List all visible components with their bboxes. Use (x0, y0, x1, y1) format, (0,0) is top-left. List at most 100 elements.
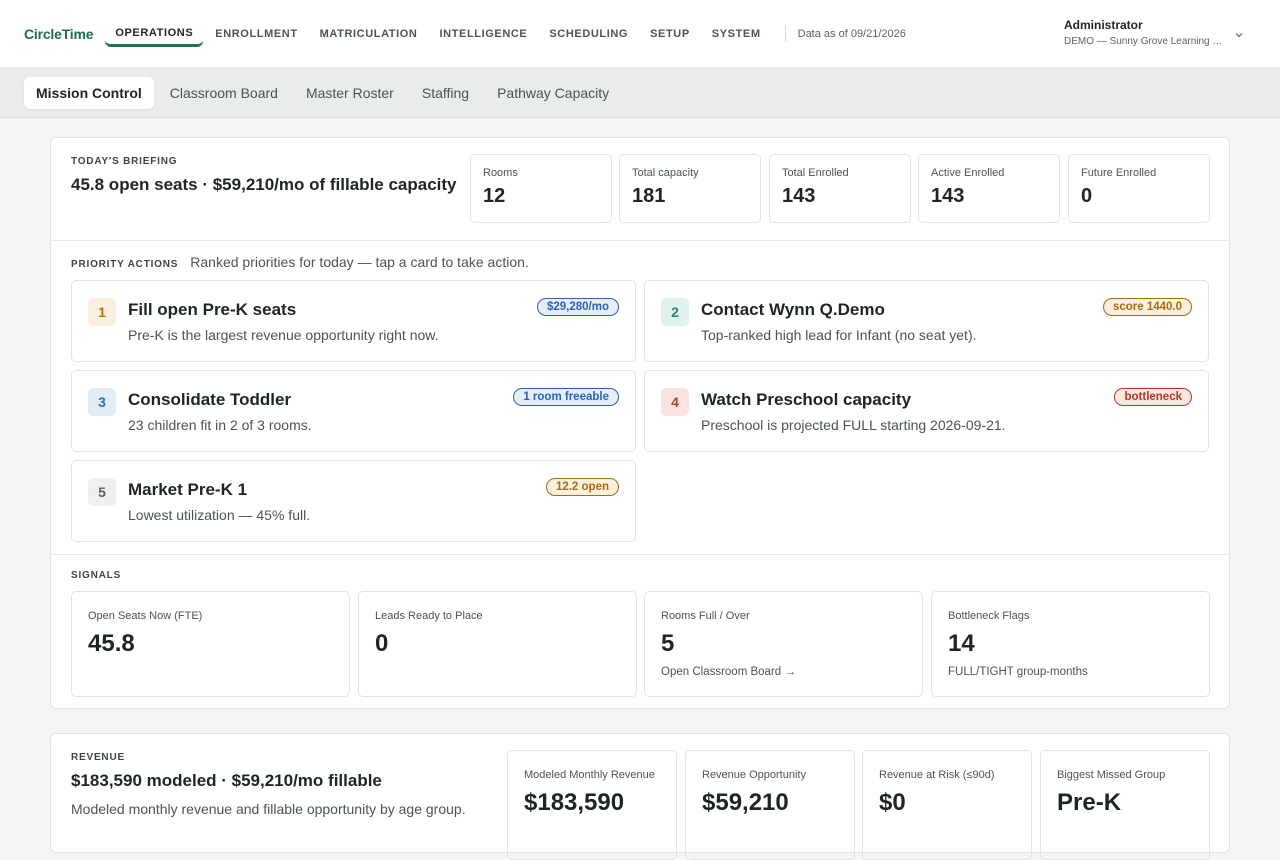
priority-card-5[interactable]: 5 Market Pre-K 1 Lowest utilization — 45… (71, 460, 636, 542)
sub-tabs: Mission Control Classroom Board Master R… (0, 68, 1280, 118)
revenue-opportunity: Revenue Opportunity $59,210 (685, 750, 855, 860)
priority-subtitle: 23 children fit in 2 of 3 rooms. (128, 417, 312, 433)
nav-system[interactable]: SYSTEM (711, 27, 761, 40)
priority-actions-header: PRIORITY ACTIONS Ranked priorities for t… (71, 254, 529, 270)
revenue-stat-label: Biggest Missed Group (1057, 769, 1166, 781)
signal-value: 14 (948, 630, 975, 657)
section-divider (51, 240, 1229, 241)
signal-foot: FULL/TIGHT group-months (948, 666, 1088, 678)
todays-briefing: TODAY'S BRIEFING 45.8 open seats · $59,2… (71, 156, 457, 195)
stat-label: Active Enrolled (931, 167, 1005, 179)
signal-bottleneck-flags[interactable]: Bottleneck Flags 14 FULL/TIGHT group-mon… (931, 591, 1210, 697)
revenue-modeled-monthly: Modeled Monthly Revenue $183,590 (507, 750, 677, 860)
stat-active-enrolled: Active Enrolled 143 (918, 154, 1060, 223)
revenue-at-risk: Revenue at Risk (≤90d) $0 (862, 750, 1032, 860)
tab-classroom-board[interactable]: Classroom Board (169, 84, 278, 101)
priority-eyebrow: PRIORITY ACTIONS (71, 259, 179, 270)
stat-total-enrolled: Total Enrolled 143 (769, 154, 911, 223)
signal-leads-ready[interactable]: Leads Ready to Place 0 (358, 591, 637, 697)
priority-card-3[interactable]: 3 Consolidate Toddler 23 children fit in… (71, 370, 636, 452)
priority-number: 1 (88, 298, 116, 326)
priority-title: Fill open Pre-K seats (128, 300, 297, 319)
user-name: Administrator (1064, 18, 1143, 32)
nav-divider (784, 25, 786, 42)
tab-master-roster[interactable]: Master Roster (305, 84, 394, 101)
nav-intelligence[interactable]: INTELLIGENCE (439, 27, 528, 40)
stat-value: 143 (931, 185, 965, 207)
briefing-headline: 45.8 open seats · $59,210/mo of fillable… (71, 175, 457, 194)
priority-subtitle: Top-ranked high lead for Infant (no seat… (701, 327, 977, 343)
section-divider (51, 554, 1229, 555)
user-menu[interactable]: Administrator DEMO — Sunny Grove Learnin… (1064, 18, 1244, 47)
mission-control-panel: TODAY'S BRIEFING 45.8 open seats · $59,2… (50, 137, 1230, 709)
stat-label: Total Enrolled (782, 167, 849, 179)
revenue-summary: REVENUE $183,590 modeled · $59,210/mo fi… (71, 752, 466, 817)
priority-card-4[interactable]: 4 Watch Preschool capacity Preschool is … (644, 370, 1209, 452)
tab-pathway-capacity[interactable]: Pathway Capacity (497, 84, 610, 101)
priority-number: 4 (661, 388, 689, 416)
signal-value: 5 (661, 630, 675, 657)
priority-title: Contact Wynn Q.Demo (701, 300, 885, 319)
signal-label: Bottleneck Flags (948, 610, 1030, 622)
stat-value: 0 (1081, 185, 1093, 207)
priority-title: Consolidate Toddler (128, 390, 292, 409)
revenue-desc: Modeled monthly revenue and fillable opp… (71, 801, 466, 817)
signal-open-seats[interactable]: Open Seats Now (FTE) 45.8 (71, 591, 350, 697)
priority-badge: bottleneck (1114, 388, 1192, 406)
priority-subtitle: Preschool is projected FULL starting 202… (701, 417, 1006, 433)
stat-value: 12 (483, 185, 506, 207)
priority-badge: $29,280/mo (536, 298, 619, 316)
stat-total-capacity: Total capacity 181 (619, 154, 761, 223)
open-classroom-board-link[interactable]: Open Classroom Board → (661, 666, 796, 678)
signal-label: Open Seats Now (FTE) (88, 610, 203, 622)
revenue-eyebrow: REVENUE (71, 752, 125, 763)
nav-setup[interactable]: SETUP (650, 27, 690, 40)
revenue-stat-value: $183,590 (524, 789, 625, 816)
signal-value: 45.8 (88, 630, 135, 657)
data-as-of: Data as of 09/21/2026 (797, 27, 906, 40)
revenue-stat-label: Revenue at Risk (≤90d) (879, 769, 995, 781)
stat-rooms: Rooms 12 (470, 154, 612, 223)
chevron-down-icon[interactable] (1234, 30, 1244, 43)
priority-badge: score 1440.0 (1102, 298, 1192, 316)
revenue-stat-value: $0 (879, 789, 906, 816)
revenue-stat-label: Revenue Opportunity (702, 769, 806, 781)
revenue-stat-value: Pre-K (1057, 789, 1122, 816)
user-org: DEMO — Sunny Grove Learning Ce... (1064, 36, 1228, 47)
top-nav: CircleTime OPERATIONS ENROLLMENT MATRICU… (0, 0, 1280, 68)
priority-title: Market Pre-K 1 (128, 480, 248, 499)
revenue-stat-label: Modeled Monthly Revenue (524, 769, 655, 781)
priority-number: 5 (88, 478, 116, 506)
stat-value: 181 (632, 185, 666, 207)
revenue-headline: $183,590 modeled · $59,210/mo fillable (71, 771, 382, 790)
tab-mission-control[interactable]: Mission Control (24, 76, 154, 109)
tab-staffing[interactable]: Staffing (421, 84, 470, 101)
priority-card-1[interactable]: 1 Fill open Pre-K seats Pre-K is the lar… (71, 280, 636, 362)
nav-matriculation[interactable]: MATRICULATION (319, 27, 418, 40)
revenue-biggest-missed-group: Biggest Missed Group Pre-K (1040, 750, 1210, 860)
revenue-panel: REVENUE $183,590 modeled · $59,210/mo fi… (50, 733, 1230, 860)
priority-desc: Ranked priorities for today — tap a card… (190, 254, 529, 270)
priority-badge: 12.2 open (545, 478, 619, 496)
stat-label: Future Enrolled (1081, 167, 1157, 179)
priority-title: Watch Preschool capacity (701, 390, 912, 409)
nav-scheduling[interactable]: SCHEDULING (549, 27, 629, 40)
nav-enrollment[interactable]: ENROLLMENT (215, 27, 298, 40)
stat-future-enrolled: Future Enrolled 0 (1068, 154, 1210, 223)
priority-badge: 1 room freeable (513, 388, 619, 406)
revenue-stat-value: $59,210 (702, 789, 789, 816)
app-logo[interactable]: CircleTime (24, 25, 94, 42)
priority-number: 3 (88, 388, 116, 416)
priority-subtitle: Pre-K is the largest revenue opportunity… (128, 327, 439, 343)
nav-operations[interactable]: OPERATIONS (105, 21, 204, 47)
signals-eyebrow: SIGNALS (71, 570, 122, 581)
signal-label: Rooms Full / Over (661, 610, 750, 622)
briefing-eyebrow: TODAY'S BRIEFING (71, 156, 178, 167)
signal-rooms-full[interactable]: Rooms Full / Over 5 Open Classroom Board… (644, 591, 923, 697)
priority-number: 2 (661, 298, 689, 326)
stat-label: Rooms (483, 167, 518, 179)
signal-value: 0 (375, 630, 389, 657)
stat-value: 143 (782, 185, 816, 207)
priority-card-2[interactable]: 2 Contact Wynn Q.Demo Top-ranked high le… (644, 280, 1209, 362)
signal-label: Leads Ready to Place (375, 610, 483, 622)
